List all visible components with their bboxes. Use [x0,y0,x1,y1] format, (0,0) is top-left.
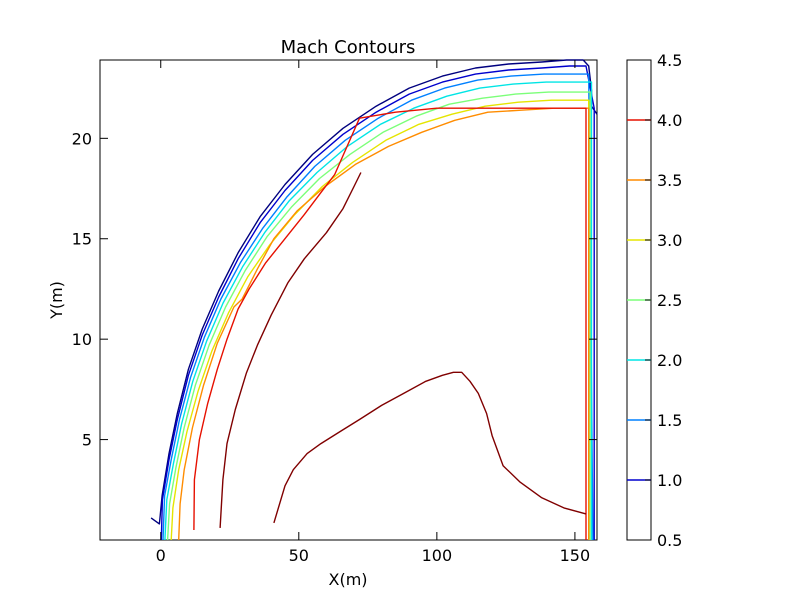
y-tick-label: 20 [72,129,92,148]
contour-line-6 [178,107,590,541]
contour-line-9 [273,371,587,524]
contour-line-8 [219,172,362,528]
colorbar-tick-label: 0.5 [657,531,682,550]
contour-line-0 [150,59,598,525]
contour-line-4 [166,91,591,541]
x-tick-label: 50 [289,546,309,565]
x-tick-label: 0 [156,546,166,565]
y-tick-label: 5 [82,431,92,450]
colorbar-tick-label: 3.0 [657,231,682,250]
plot-area: 0 50 100 150 5 10 15 20 [72,59,598,565]
colorbar-tick-label: 4.5 [657,51,682,70]
contour-line-7 [193,107,587,540]
colorbar-tick-label: 3.5 [657,171,682,190]
x-tick-label: 150 [560,546,591,565]
x-axis-ticks: 0 50 100 150 [156,60,591,565]
colorbar: 0.5 1.0 1.5 2.0 2.5 3.0 3.5 4.0 4.5 [626,51,682,550]
colorbar-tick-label: 4.0 [657,111,682,130]
y-axis-ticks: 5 10 15 20 [72,129,597,450]
y-tick-label: 10 [72,330,92,349]
x-tick-label: 100 [422,546,453,565]
contour-line-5 [170,99,590,541]
colorbar-tick-label: 1.5 [657,411,682,430]
contour-lines [150,59,598,541]
colorbar-tick-label: 1.0 [657,471,682,490]
contour-line-1 [160,65,595,541]
chart-title: Mach Contours [281,37,416,58]
colorbar-ticks: 0.5 1.0 1.5 2.0 2.5 3.0 3.5 4.0 4.5 [645,51,682,550]
y-tick-label: 15 [72,230,92,249]
y-axis-label: Y(m) [47,281,66,320]
plot-frame [99,59,598,541]
colorbar-tick-label: 2.5 [657,291,682,310]
contour-line-3 [164,81,593,541]
colorbar-tick-label: 2.0 [657,351,682,370]
x-axis-label: X(m) [328,570,367,589]
contour-line-2 [162,73,594,541]
